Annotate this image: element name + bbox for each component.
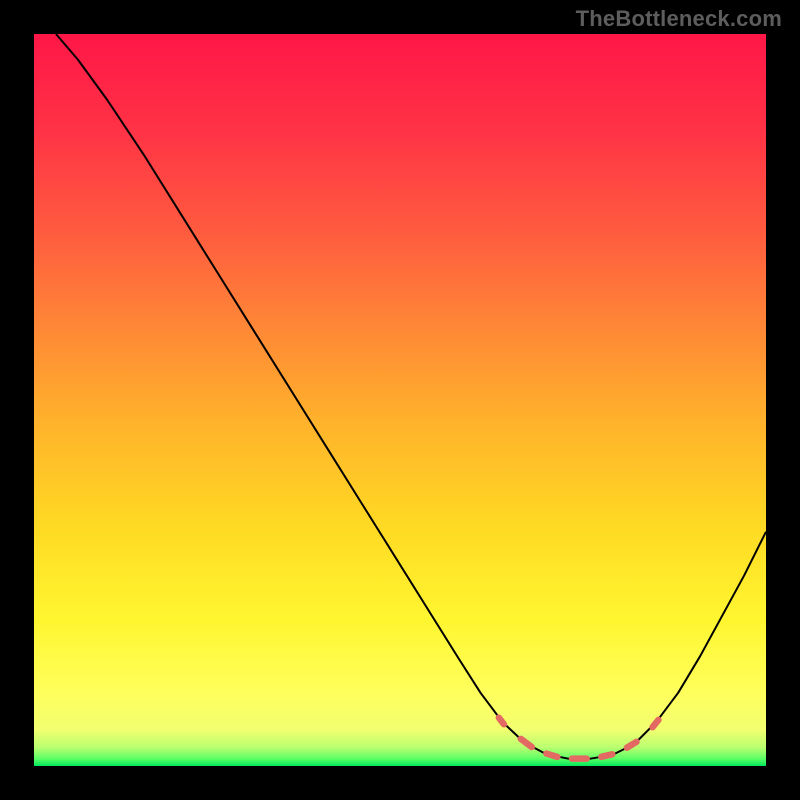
chart-svg [34, 34, 766, 766]
watermark-label: TheBottleneck.com [576, 6, 782, 32]
gradient-background [34, 34, 766, 766]
plot-area [34, 34, 766, 766]
chart-frame: TheBottleneck.com [0, 0, 800, 800]
